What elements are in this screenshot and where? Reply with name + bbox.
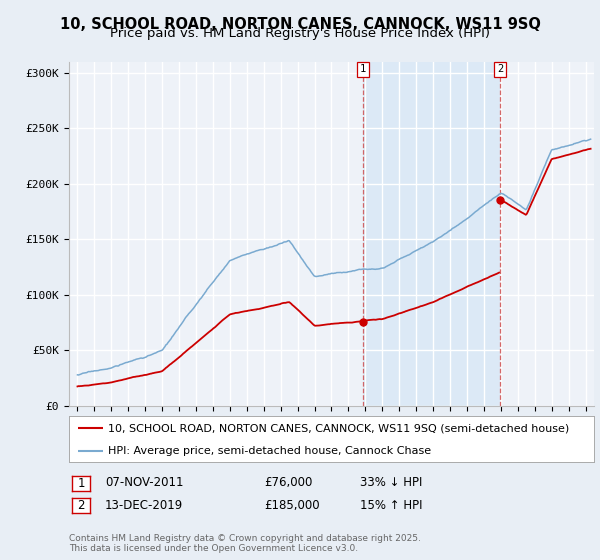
Text: 33% ↓ HPI: 33% ↓ HPI bbox=[360, 476, 422, 489]
Text: £185,000: £185,000 bbox=[264, 498, 320, 512]
Text: 13-DEC-2019: 13-DEC-2019 bbox=[105, 498, 183, 512]
Text: 2: 2 bbox=[497, 64, 503, 74]
Text: 10, SCHOOL ROAD, NORTON CANES, CANNOCK, WS11 9SQ (semi-detached house): 10, SCHOOL ROAD, NORTON CANES, CANNOCK, … bbox=[109, 423, 569, 433]
Text: Contains HM Land Registry data © Crown copyright and database right 2025.
This d: Contains HM Land Registry data © Crown c… bbox=[69, 534, 421, 553]
Text: 15% ↑ HPI: 15% ↑ HPI bbox=[360, 498, 422, 512]
Text: Price paid vs. HM Land Registry's House Price Index (HPI): Price paid vs. HM Land Registry's House … bbox=[110, 27, 490, 40]
Text: 1: 1 bbox=[360, 64, 366, 74]
Text: HPI: Average price, semi-detached house, Cannock Chase: HPI: Average price, semi-detached house,… bbox=[109, 446, 431, 455]
Text: 1: 1 bbox=[77, 477, 85, 490]
Text: 10, SCHOOL ROAD, NORTON CANES, CANNOCK, WS11 9SQ: 10, SCHOOL ROAD, NORTON CANES, CANNOCK, … bbox=[59, 17, 541, 32]
Bar bbox=[363, 62, 500, 406]
Text: 2: 2 bbox=[77, 499, 85, 512]
Text: £76,000: £76,000 bbox=[264, 476, 313, 489]
Text: 07-NOV-2011: 07-NOV-2011 bbox=[105, 476, 184, 489]
